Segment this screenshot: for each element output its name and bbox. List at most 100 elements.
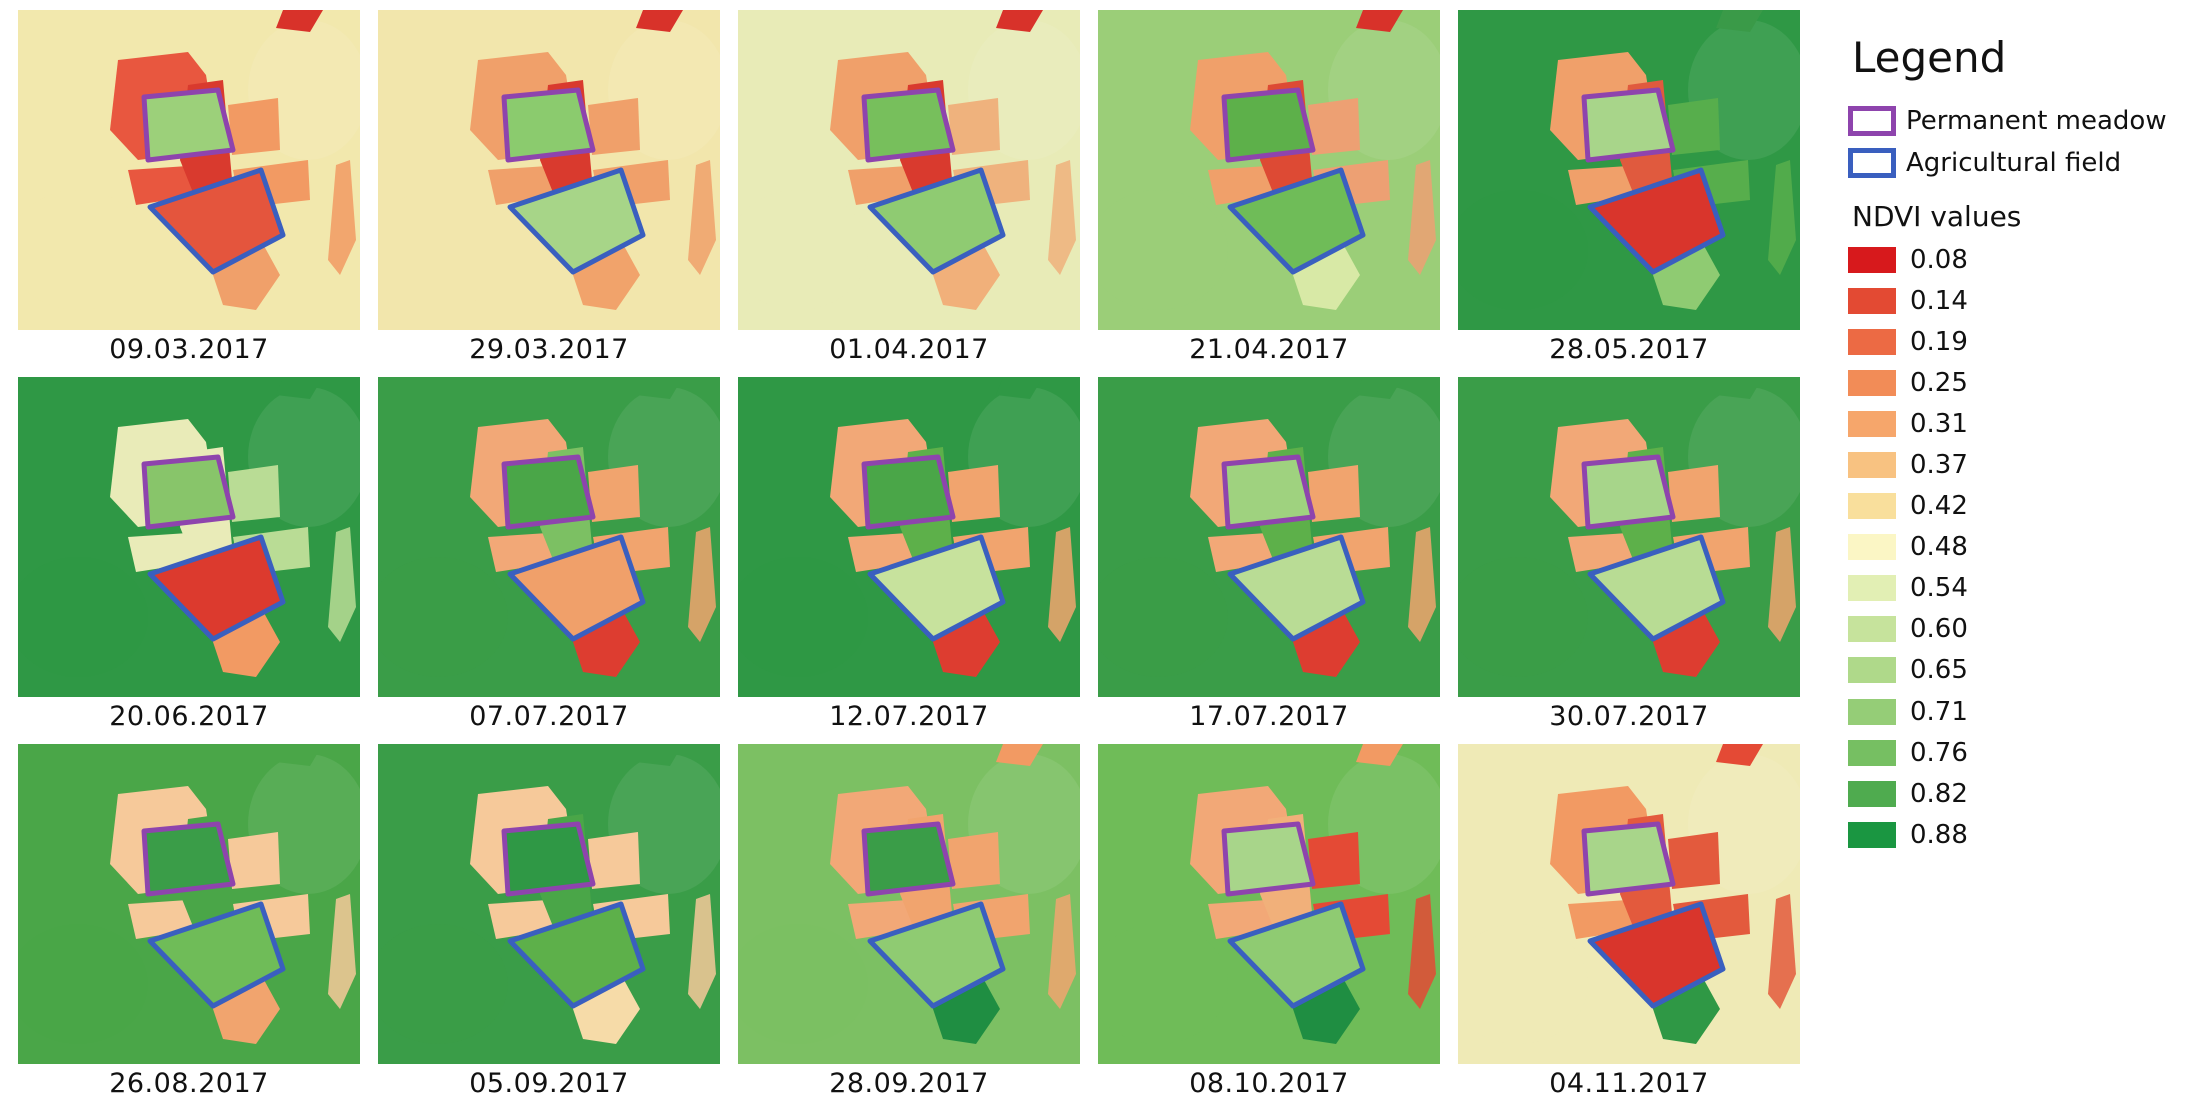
permanent-meadow-polygon xyxy=(1581,821,1676,897)
agricultural-field-polygon xyxy=(1587,167,1726,275)
ndvi-map-panel xyxy=(1098,744,1440,1064)
panel-date-label: 26.08.2017 xyxy=(109,1068,269,1099)
ndvi-color-swatch xyxy=(1848,616,1896,643)
agricultural-field-polygon xyxy=(1587,901,1726,1009)
legend-label-agricultural-field: Agricultural field xyxy=(1906,148,2122,178)
ndvi-color-swatch xyxy=(1848,328,1896,355)
ndvi-color-scale: 0.08 0.14 0.19 0.25 0.31 0.37 0.42 0.48 0.54 0.60… xyxy=(1848,239,2188,855)
ndvi-color-swatch xyxy=(1848,698,1896,725)
panel-date-label: 01.04.2017 xyxy=(829,334,989,365)
ndvi-value-label: 0.76 xyxy=(1910,737,1968,768)
legend-item-permanent-meadow: Permanent meadow xyxy=(1848,100,2188,142)
panel-date-label: 05.09.2017 xyxy=(469,1068,629,1099)
panel-date-label: 28.09.2017 xyxy=(829,1068,989,1099)
ndvi-map xyxy=(1458,377,1800,697)
agricultural-field-polygon xyxy=(147,901,286,1009)
ndvi-value-label: 0.48 xyxy=(1910,532,1968,563)
agricultural-field-polygon xyxy=(147,167,286,275)
permanent-meadow-polygon xyxy=(501,454,596,530)
panel-date-label: 17.07.2017 xyxy=(1189,701,1349,732)
ndvi-map-panel xyxy=(738,744,1080,1064)
ndvi-title: NDVI values xyxy=(1852,200,2022,233)
ndvi-legend-row: 0.65 xyxy=(1848,650,2188,691)
ndvi-color-swatch xyxy=(1848,821,1896,848)
ndvi-map-panel xyxy=(18,744,360,1064)
ndvi-map-panel xyxy=(738,377,1080,697)
ndvi-legend-row: 0.54 xyxy=(1848,568,2188,609)
permanent-meadow-polygon xyxy=(861,454,956,530)
ndvi-map-panel xyxy=(18,377,360,697)
ndvi-map xyxy=(378,744,720,1064)
ndvi-value-label: 0.42 xyxy=(1910,491,1968,522)
ndvi-value-label: 0.82 xyxy=(1910,778,1968,809)
panel-date-label: 21.04.2017 xyxy=(1189,334,1349,365)
ndvi-legend-row: 0.25 xyxy=(1848,362,2188,403)
permanent-meadow-polygon xyxy=(141,454,236,530)
ndvi-map-panel xyxy=(18,10,360,330)
ndvi-value-label: 0.37 xyxy=(1910,450,1968,481)
panel-date-label: 08.10.2017 xyxy=(1189,1068,1349,1099)
ndvi-legend-row: 0.60 xyxy=(1848,609,2188,650)
panel-date-label: 09.03.2017 xyxy=(109,334,269,365)
agricultural-field-polygon xyxy=(507,901,646,1009)
panel-date-label: 04.11.2017 xyxy=(1549,1068,1709,1099)
ndvi-legend-row: 0.71 xyxy=(1848,691,2188,732)
ndvi-map xyxy=(1098,377,1440,697)
panel-date-label: 20.06.2017 xyxy=(109,701,269,732)
ndvi-value-label: 0.60 xyxy=(1910,614,1968,645)
permanent-meadow-polygon xyxy=(1221,821,1316,897)
legend-label-permanent-meadow: Permanent meadow xyxy=(1906,106,2167,136)
panel-date-label: 28.05.2017 xyxy=(1549,334,1709,365)
agricultural-field-polygon xyxy=(867,901,1006,1009)
ndvi-legend-row: 0.14 xyxy=(1848,280,2188,321)
ndvi-map-panel xyxy=(378,377,720,697)
ndvi-map xyxy=(738,744,1080,1064)
ndvi-value-label: 0.25 xyxy=(1910,367,1968,398)
ndvi-color-swatch xyxy=(1848,493,1896,520)
agricultural-field-polygon xyxy=(507,534,646,642)
ndvi-color-swatch xyxy=(1848,287,1896,314)
ndvi-map xyxy=(378,10,720,330)
ndvi-map-panel xyxy=(1098,377,1440,697)
ndvi-color-swatch xyxy=(1848,739,1896,766)
ndvi-color-swatch xyxy=(1848,452,1896,479)
permanent-meadow-polygon xyxy=(861,821,956,897)
ndvi-color-swatch xyxy=(1848,534,1896,561)
ndvi-value-label: 0.08 xyxy=(1910,244,1968,275)
ndvi-color-swatch xyxy=(1848,369,1896,396)
agricultural-field-polygon xyxy=(507,167,646,275)
ndvi-map-panel xyxy=(378,10,720,330)
ndvi-map xyxy=(1458,10,1800,330)
legend: Legend Permanent meadow Agricultural fie… xyxy=(1848,32,2188,855)
ndvi-map xyxy=(378,377,720,697)
ndvi-legend-row: 0.48 xyxy=(1848,527,2188,568)
ndvi-value-label: 0.14 xyxy=(1910,285,1968,316)
ndvi-map xyxy=(1098,10,1440,330)
ndvi-map xyxy=(1458,744,1800,1064)
permanent-meadow-polygon xyxy=(501,821,596,897)
legend-item-agricultural-field: Agricultural field xyxy=(1848,142,2188,184)
ndvi-map xyxy=(18,744,360,1064)
ndvi-legend-row: 0.82 xyxy=(1848,773,2188,814)
ndvi-legend-row: 0.08 xyxy=(1848,239,2188,280)
permanent-meadow-polygon xyxy=(141,821,236,897)
ndvi-legend-row: 0.42 xyxy=(1848,486,2188,527)
ndvi-color-swatch xyxy=(1848,780,1896,807)
ndvi-map xyxy=(738,10,1080,330)
permanent-meadow-polygon xyxy=(141,87,236,163)
agricultural-field-polygon xyxy=(147,534,286,642)
agricultural-field-polygon xyxy=(1587,534,1726,642)
ndvi-legend-row: 0.19 xyxy=(1848,321,2188,362)
permanent-meadow-polygon xyxy=(1221,454,1316,530)
permanent-meadow-polygon xyxy=(1221,87,1316,163)
agricultural-field-polygon xyxy=(1227,534,1366,642)
panel-date-label: 29.03.2017 xyxy=(469,334,629,365)
agricultural-field-polygon xyxy=(1227,167,1366,275)
ndvi-map xyxy=(18,10,360,330)
agricultural-field-polygon xyxy=(867,534,1006,642)
ndvi-color-swatch xyxy=(1848,575,1896,602)
ndvi-color-swatch xyxy=(1848,246,1896,273)
permanent-meadow-polygon xyxy=(501,87,596,163)
ndvi-map-panel xyxy=(1458,377,1800,697)
meadow-outline-swatch xyxy=(1848,106,1896,136)
